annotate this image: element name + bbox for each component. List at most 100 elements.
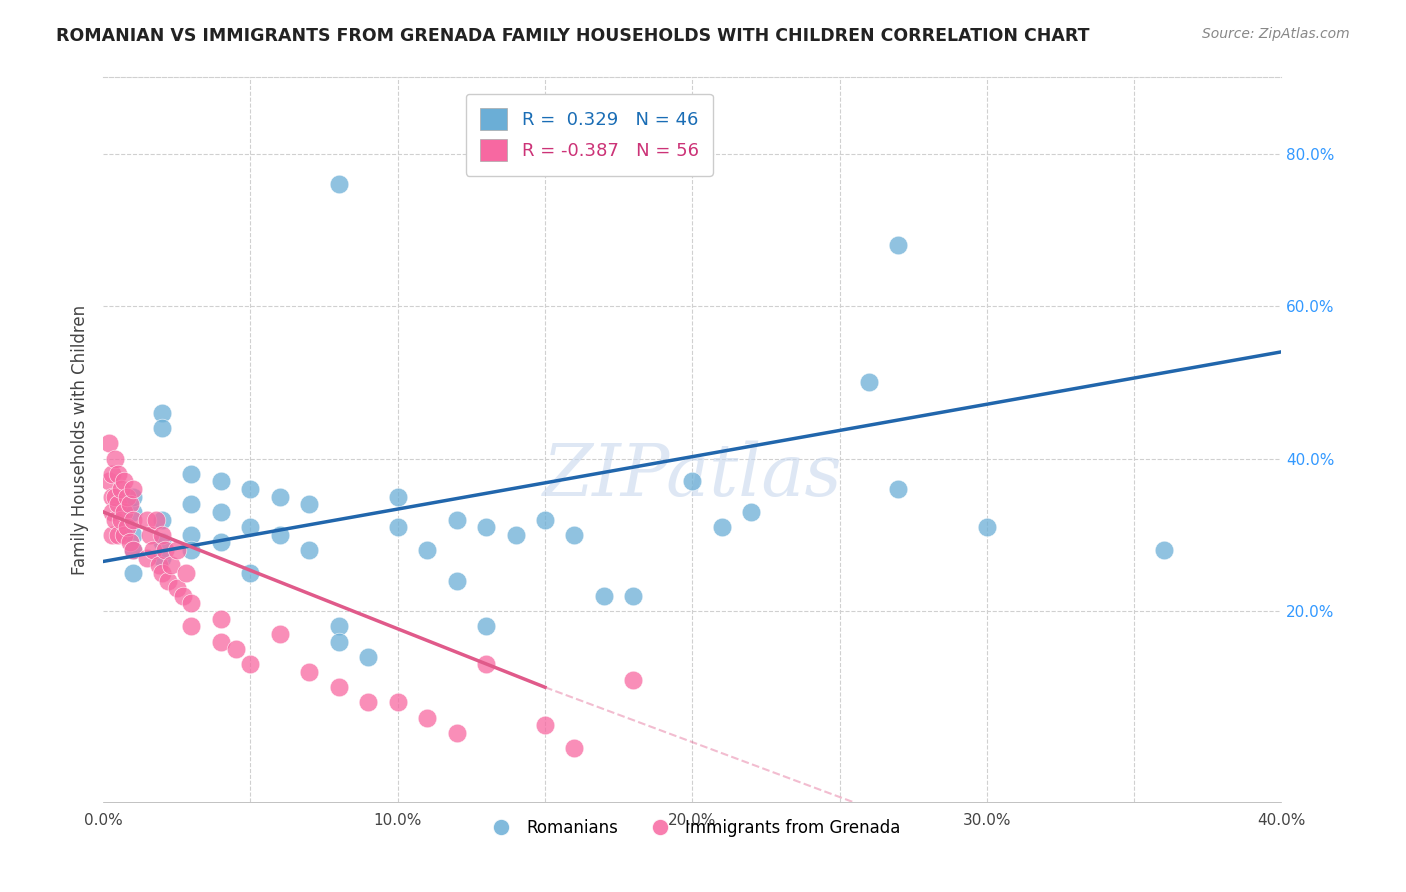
Point	[209, 612, 232, 626]
Point	[101, 528, 124, 542]
Point	[298, 665, 321, 679]
Point	[475, 619, 498, 633]
Point	[298, 497, 321, 511]
Point	[180, 543, 202, 558]
Point	[160, 558, 183, 573]
Point	[621, 589, 644, 603]
Point	[209, 505, 232, 519]
Point	[298, 543, 321, 558]
Point	[98, 475, 121, 489]
Point	[269, 528, 291, 542]
Point	[148, 558, 170, 573]
Point	[104, 490, 127, 504]
Point	[150, 512, 173, 526]
Point	[681, 475, 703, 489]
Point	[328, 634, 350, 648]
Point	[104, 512, 127, 526]
Point	[104, 451, 127, 466]
Point	[101, 505, 124, 519]
Point	[446, 512, 468, 526]
Point	[446, 574, 468, 588]
Y-axis label: Family Households with Children: Family Households with Children	[72, 304, 89, 574]
Point	[142, 543, 165, 558]
Point	[121, 528, 143, 542]
Point	[101, 467, 124, 481]
Point	[475, 657, 498, 672]
Point	[112, 505, 135, 519]
Point	[166, 543, 188, 558]
Point	[887, 482, 910, 496]
Point	[387, 490, 409, 504]
Point	[239, 482, 262, 496]
Point	[858, 376, 880, 390]
Point	[1153, 543, 1175, 558]
Point	[740, 505, 762, 519]
Text: Source: ZipAtlas.com: Source: ZipAtlas.com	[1202, 27, 1350, 41]
Text: ROMANIAN VS IMMIGRANTS FROM GRENADA FAMILY HOUSEHOLDS WITH CHILDREN CORRELATION : ROMANIAN VS IMMIGRANTS FROM GRENADA FAMI…	[56, 27, 1090, 45]
Point	[110, 512, 132, 526]
Point	[475, 131, 498, 145]
Point	[209, 535, 232, 549]
Point	[107, 528, 129, 542]
Point	[328, 680, 350, 694]
Point	[166, 581, 188, 595]
Point	[180, 596, 202, 610]
Point	[239, 520, 262, 534]
Point	[976, 520, 998, 534]
Legend: Romanians, Immigrants from Grenada: Romanians, Immigrants from Grenada	[478, 813, 907, 844]
Point	[564, 528, 586, 542]
Point	[107, 497, 129, 511]
Point	[593, 589, 616, 603]
Point	[357, 696, 380, 710]
Point	[172, 589, 194, 603]
Point	[564, 741, 586, 756]
Point	[887, 238, 910, 252]
Point	[150, 528, 173, 542]
Point	[534, 718, 557, 732]
Point	[225, 642, 247, 657]
Point	[98, 436, 121, 450]
Point	[328, 177, 350, 191]
Point	[136, 550, 159, 565]
Point	[328, 619, 350, 633]
Point	[139, 528, 162, 542]
Point	[110, 482, 132, 496]
Point	[150, 406, 173, 420]
Point	[446, 726, 468, 740]
Point	[180, 497, 202, 511]
Point	[710, 520, 733, 534]
Point	[150, 421, 173, 435]
Point	[115, 490, 138, 504]
Point	[416, 543, 439, 558]
Point	[118, 535, 141, 549]
Point	[209, 475, 232, 489]
Point	[174, 566, 197, 580]
Point	[115, 520, 138, 534]
Point	[121, 482, 143, 496]
Point	[387, 696, 409, 710]
Point	[145, 512, 167, 526]
Point	[387, 520, 409, 534]
Point	[269, 490, 291, 504]
Point	[239, 657, 262, 672]
Point	[416, 711, 439, 725]
Point	[209, 634, 232, 648]
Point	[180, 528, 202, 542]
Point	[121, 512, 143, 526]
Point	[475, 520, 498, 534]
Point	[121, 566, 143, 580]
Point	[136, 512, 159, 526]
Point	[180, 467, 202, 481]
Point	[505, 528, 527, 542]
Point	[269, 627, 291, 641]
Point	[121, 543, 143, 558]
Point	[534, 512, 557, 526]
Text: ZIPatlas: ZIPatlas	[543, 441, 842, 511]
Point	[153, 543, 176, 558]
Point	[121, 490, 143, 504]
Point	[118, 497, 141, 511]
Point	[101, 490, 124, 504]
Point	[357, 649, 380, 664]
Point	[121, 543, 143, 558]
Point	[621, 673, 644, 687]
